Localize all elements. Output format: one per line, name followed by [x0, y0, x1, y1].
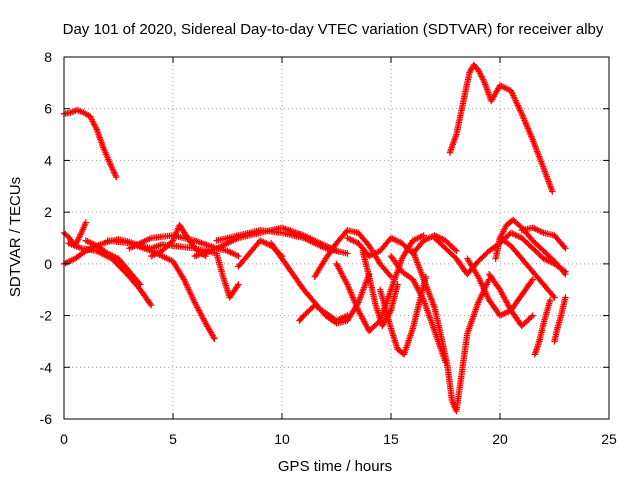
series-marks: [82, 237, 144, 288]
x-axis-label: GPS time / hours: [278, 458, 392, 475]
y-tick-label: 0: [44, 256, 52, 272]
series-s25: [492, 216, 569, 278]
series-marks: [60, 106, 120, 181]
series-marks: [492, 216, 569, 278]
plot-frame: [63, 56, 610, 420]
series-s13: [267, 240, 373, 327]
series-s29: [551, 294, 569, 345]
chart-title: Day 101 of 2020, Sidereal Day-to-day VTE…: [63, 21, 604, 38]
series-marks: [485, 271, 536, 330]
y-tick-labels: -6 -4 -2 0 2 4 6 8: [40, 49, 53, 427]
series-s30: [446, 61, 556, 195]
series-marks: [531, 296, 554, 358]
y-tick-label: 6: [44, 101, 52, 117]
series-marks: [344, 232, 460, 260]
series-marks: [518, 224, 569, 252]
x-tick-labels: 0 5 10 15 20 25: [60, 431, 617, 447]
series-s17: [344, 232, 460, 260]
y-tick-label: 4: [44, 152, 52, 168]
x-tick-label: 0: [60, 431, 68, 447]
series-s27: [518, 224, 569, 252]
x-tick-label: 10: [274, 431, 290, 447]
axis-ticks: [63, 56, 610, 420]
series-marks: [496, 234, 558, 301]
series-s21: [409, 247, 493, 415]
x-tick-label: 20: [492, 431, 508, 447]
data-series-layer: [60, 61, 569, 415]
series-s18: [359, 247, 401, 330]
x-tick-label: 15: [383, 431, 399, 447]
series-marks: [311, 227, 395, 280]
series-marks: [409, 247, 493, 415]
y-tick-label: -6: [40, 411, 53, 427]
series-s19: [376, 273, 430, 358]
series-marks: [376, 273, 430, 358]
y-tick-label: -4: [40, 359, 53, 375]
y-axis-label: SDTVAR / TECUs: [7, 177, 24, 297]
series-s01: [60, 106, 120, 181]
series-s28: [531, 296, 554, 358]
series-marks: [267, 240, 373, 327]
series-s24: [485, 271, 536, 330]
y-tick-label: -2: [40, 308, 53, 324]
series-marks: [551, 294, 569, 345]
series-s14: [296, 302, 351, 324]
series-s05: [82, 237, 144, 288]
series-marks: [359, 247, 401, 330]
y-tick-label: 8: [44, 49, 52, 65]
y-tick-label: 2: [44, 204, 52, 220]
x-tick-label: 25: [601, 431, 617, 447]
x-tick-label: 5: [169, 431, 177, 447]
series-s26: [496, 234, 558, 301]
series-s15: [311, 227, 395, 280]
series-marks: [446, 61, 556, 195]
series-marks: [296, 302, 351, 324]
